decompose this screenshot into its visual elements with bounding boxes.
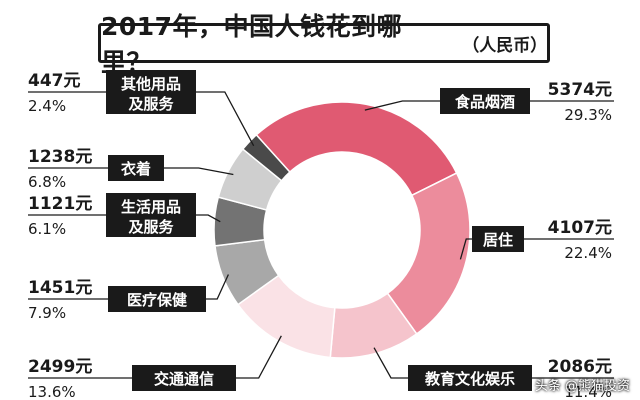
- category-box-housing: [472, 226, 524, 252]
- category-label-food: 食品烟酒: [455, 93, 515, 111]
- percent-label-education: 11.4%: [564, 383, 612, 400]
- category-box-clothing: [108, 155, 164, 181]
- category-label-other: 其他用品: [121, 75, 181, 93]
- category-label-household: 及服务: [128, 218, 174, 236]
- slice-food: [255, 101, 458, 197]
- category-box-other: [106, 70, 196, 114]
- amount-label-transport: 2499元: [28, 357, 92, 377]
- watermark: 头条 @熊猫投资: [534, 379, 630, 394]
- amount-label-food: 5374元: [548, 80, 612, 100]
- category-label-medical: 医疗保健: [127, 291, 187, 309]
- chart-title: 2017年，中国人钱花到哪里？: [101, 12, 403, 77]
- category-label-clothing: 衣着: [121, 160, 151, 178]
- percent-label-household: 6.1%: [28, 220, 66, 238]
- category-box-education: [408, 365, 532, 391]
- category-box-medical: [108, 286, 206, 312]
- leader-line-education: [373, 347, 408, 379]
- leader-line-clothing: [164, 167, 234, 176]
- category-label-other: 及服务: [128, 95, 174, 113]
- amount-label-other: 447元: [28, 71, 81, 91]
- percent-label-housing: 22.4%: [564, 244, 612, 262]
- amount-label-clothing: 1238元: [28, 147, 92, 167]
- leader-line-housing: [459, 238, 472, 260]
- chart-unit: （人民币）: [462, 35, 548, 56]
- category-label-housing: 居住: [483, 231, 513, 249]
- percent-label-clothing: 6.8%: [28, 173, 66, 191]
- leader-line-food: [364, 100, 440, 111]
- leader-line-medical: [206, 274, 229, 300]
- category-box-transport: [132, 365, 236, 391]
- amount-label-housing: 4107元: [548, 218, 612, 238]
- category-box-food: [440, 88, 530, 114]
- amount-label-household: 1121元: [28, 194, 92, 214]
- amount-label-education: 2086元: [548, 357, 612, 377]
- leader-line-household: [196, 214, 221, 223]
- amount-label-medical: 1451元: [28, 278, 92, 298]
- slice-housing: [386, 172, 471, 335]
- category-box-household: [106, 193, 196, 237]
- percent-label-other: 2.4%: [28, 97, 66, 115]
- leader-line-transport: [236, 335, 282, 379]
- category-label-transport: 交通通信: [154, 370, 214, 388]
- leader-line-other: [196, 91, 255, 147]
- title-box: 2017年，中国人钱花到哪里？ （人民币）: [98, 12, 550, 77]
- percent-label-transport: 13.6%: [28, 383, 76, 400]
- percent-label-medical: 7.9%: [28, 304, 66, 322]
- category-label-household: 生活用品: [121, 198, 181, 216]
- percent-label-food: 29.3%: [564, 106, 612, 124]
- slice-other: [241, 133, 291, 182]
- category-label-education: 教育文化娱乐: [424, 370, 515, 388]
